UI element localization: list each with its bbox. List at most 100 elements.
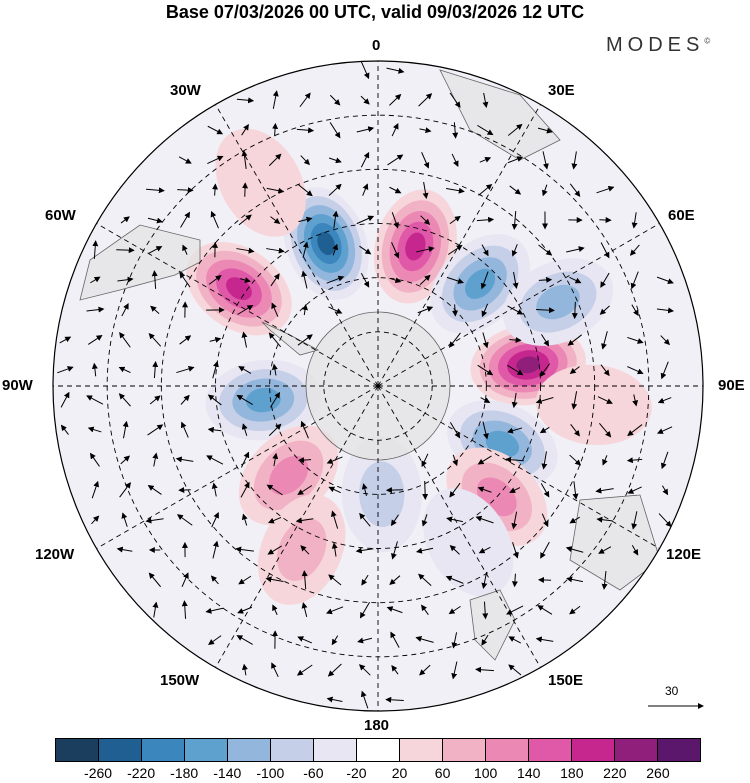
lon-label-180: 180 bbox=[364, 717, 390, 734]
wind-vector bbox=[145, 517, 164, 524]
wind-vector bbox=[480, 271, 489, 290]
wind-vector bbox=[57, 366, 74, 374]
wind-vector bbox=[267, 545, 282, 555]
wind-vector bbox=[271, 662, 279, 678]
wind-vector bbox=[332, 210, 339, 229]
wind-vector bbox=[421, 453, 429, 468]
wind-vector bbox=[540, 334, 550, 347]
wind-vector bbox=[541, 513, 549, 528]
wind-vector bbox=[511, 210, 518, 230]
wind-vector bbox=[301, 270, 308, 289]
colorbar-swatch bbox=[142, 739, 185, 761]
wind-vector bbox=[658, 513, 672, 528]
wind-vector bbox=[326, 456, 343, 464]
wind-vector bbox=[572, 481, 579, 500]
meridian-line bbox=[215, 385, 379, 668]
wind-vector bbox=[296, 127, 315, 134]
meridian-line bbox=[377, 385, 541, 668]
wind-vector bbox=[181, 600, 188, 619]
wind-vector bbox=[60, 391, 70, 408]
meridian-line bbox=[377, 385, 660, 549]
colorbar-swatch bbox=[572, 739, 615, 761]
anomaly-cell-3-level-3 bbox=[465, 268, 496, 299]
wind-vector bbox=[511, 511, 518, 530]
colorbar-swatch bbox=[228, 739, 271, 761]
anomaly-cell-1-level-4 bbox=[405, 232, 426, 261]
wind-vector bbox=[208, 635, 222, 645]
colorbar-swatch bbox=[529, 739, 572, 761]
wind-vector bbox=[452, 304, 459, 317]
wind-vector bbox=[631, 304, 639, 317]
wind-vector bbox=[297, 485, 313, 496]
wind-vector bbox=[272, 452, 279, 467]
wind-vector bbox=[477, 364, 494, 376]
graticule bbox=[53, 61, 703, 711]
wind-vector bbox=[417, 306, 434, 314]
wind-vector bbox=[211, 482, 218, 497]
wind-vector bbox=[302, 241, 309, 258]
wind-vector bbox=[360, 151, 370, 168]
wind-vector bbox=[272, 604, 278, 615]
wind-vector bbox=[596, 185, 615, 194]
colorbar-tick-label: -140 bbox=[213, 765, 242, 781]
wind-vector bbox=[272, 122, 279, 137]
wind-vector bbox=[631, 212, 638, 229]
wind-vector bbox=[328, 306, 343, 314]
wind-vector bbox=[181, 572, 189, 588]
new-zealand bbox=[469, 589, 516, 661]
wind-vector bbox=[118, 366, 131, 374]
wind-vector bbox=[656, 307, 675, 314]
wind-vector bbox=[567, 334, 582, 346]
wind-vector bbox=[508, 636, 522, 644]
map-border bbox=[52, 60, 704, 712]
wind-vector bbox=[296, 664, 313, 676]
wind-vector bbox=[148, 572, 162, 588]
lon-label-150e: 150E bbox=[548, 672, 584, 689]
wind-vector bbox=[118, 393, 131, 407]
colorbar-swatch bbox=[185, 739, 228, 761]
wind-vector bbox=[511, 244, 518, 257]
wind-vector bbox=[509, 487, 521, 493]
africa bbox=[439, 69, 561, 161]
wind-vector bbox=[600, 242, 610, 259]
wind-vector bbox=[152, 452, 159, 467]
wind-vector bbox=[270, 216, 281, 224]
wind-vector bbox=[452, 454, 458, 467]
anomaly-cell-8-level-2 bbox=[269, 455, 309, 495]
wind-vector bbox=[91, 480, 100, 499]
colorbar-tick-label: 260 bbox=[646, 765, 670, 781]
colorbar-swatch bbox=[271, 739, 314, 761]
wind-vector bbox=[301, 570, 308, 589]
wind-vector bbox=[205, 607, 224, 614]
wind-vector bbox=[391, 123, 399, 137]
lon-label-30e: 30E bbox=[548, 82, 575, 99]
wind-vector bbox=[569, 454, 582, 466]
meridian-line bbox=[96, 385, 379, 549]
wind-vector bbox=[121, 512, 128, 527]
wind-vector bbox=[180, 394, 190, 405]
wind-vector bbox=[301, 602, 308, 618]
wind-vector bbox=[295, 517, 314, 524]
lon-label-30w: 30W bbox=[170, 82, 201, 99]
wind-vector bbox=[416, 246, 435, 253]
wind-vector bbox=[478, 183, 493, 196]
wind-vector bbox=[627, 366, 644, 375]
wind-vector bbox=[420, 215, 431, 225]
wind-vector bbox=[475, 515, 494, 524]
wind-vector bbox=[241, 423, 248, 436]
wind-vector bbox=[116, 546, 133, 553]
wind-vector bbox=[386, 67, 405, 74]
wind-vector bbox=[270, 273, 280, 287]
wind-vector bbox=[446, 276, 464, 284]
wind-vector bbox=[272, 90, 279, 109]
wind-vector bbox=[177, 187, 194, 194]
wind-vector bbox=[210, 575, 219, 585]
wind-vector bbox=[122, 420, 129, 439]
wind-vector bbox=[328, 157, 342, 164]
wind-vector bbox=[449, 544, 460, 555]
wind-vector bbox=[601, 571, 608, 590]
wind-vector bbox=[87, 426, 102, 433]
brand-copyright: © bbox=[704, 36, 711, 46]
colorbar-swatch bbox=[486, 739, 529, 761]
wind-vector bbox=[508, 664, 522, 676]
